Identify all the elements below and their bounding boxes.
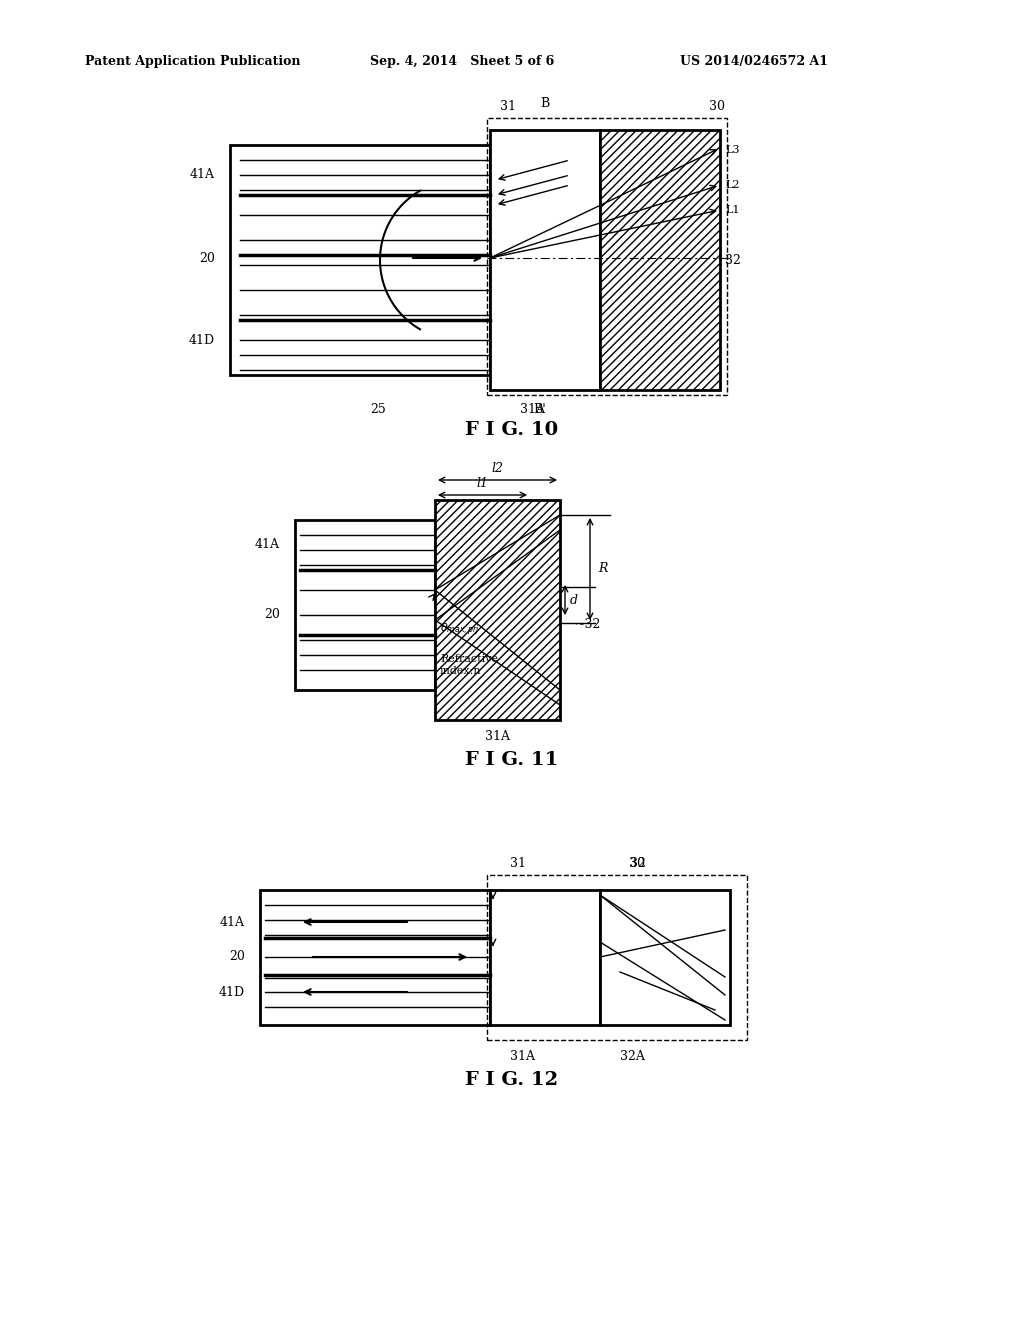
- Bar: [435, 500, 560, 719]
- Bar: [487, 117, 727, 395]
- Text: F I G. 12: F I G. 12: [466, 1071, 558, 1089]
- Text: Refractive
index:n: Refractive index:n: [440, 655, 498, 676]
- Text: d: d: [570, 594, 578, 606]
- Text: B: B: [541, 96, 550, 110]
- Text: l2: l2: [492, 462, 504, 475]
- Bar: [260, 890, 490, 1026]
- Text: 32A: 32A: [620, 1049, 645, 1063]
- Text: 41A: 41A: [190, 169, 215, 181]
- Text: l1: l1: [476, 477, 488, 490]
- Text: F I G. 11: F I G. 11: [465, 751, 559, 770]
- Text: L3: L3: [725, 145, 739, 154]
- Text: 41D: 41D: [188, 334, 215, 346]
- Text: 31: 31: [510, 857, 526, 870]
- Text: R: R: [598, 562, 607, 576]
- Text: Sep. 4, 2014   Sheet 5 of 6: Sep. 4, 2014 Sheet 5 of 6: [370, 55, 554, 69]
- Bar: [600, 890, 730, 1026]
- Text: L2: L2: [725, 180, 739, 190]
- Bar: [490, 129, 600, 389]
- Text: B': B': [534, 403, 547, 416]
- Text: 31A: 31A: [510, 1049, 535, 1063]
- Text: US 2014/0246572 A1: US 2014/0246572 A1: [680, 55, 828, 69]
- Text: 41A: 41A: [255, 539, 280, 552]
- Text: 30: 30: [629, 857, 645, 870]
- Text: 20: 20: [199, 252, 215, 264]
- Text: 31: 31: [500, 100, 516, 114]
- Bar: [230, 145, 490, 375]
- Text: 32: 32: [630, 857, 646, 870]
- Text: 20: 20: [264, 609, 280, 622]
- Text: 20: 20: [229, 950, 245, 964]
- Text: F I G. 10: F I G. 10: [466, 421, 558, 440]
- Text: $\theta_{max,prj}$: $\theta_{max,prj}$: [440, 622, 480, 638]
- Text: L1: L1: [725, 205, 739, 215]
- Bar: [490, 890, 600, 1026]
- Bar: [487, 875, 746, 1040]
- Text: 41A: 41A: [220, 916, 245, 928]
- Text: 31A: 31A: [484, 730, 510, 743]
- Text: Patent Application Publication: Patent Application Publication: [85, 55, 300, 69]
- Text: 25: 25: [370, 403, 386, 416]
- Bar: [600, 129, 720, 389]
- Text: 32: 32: [725, 253, 741, 267]
- Bar: [295, 520, 435, 690]
- Text: 30: 30: [709, 100, 725, 114]
- Text: 31A: 31A: [520, 403, 545, 416]
- Text: ~32: ~32: [575, 619, 601, 631]
- Text: 41D: 41D: [219, 986, 245, 998]
